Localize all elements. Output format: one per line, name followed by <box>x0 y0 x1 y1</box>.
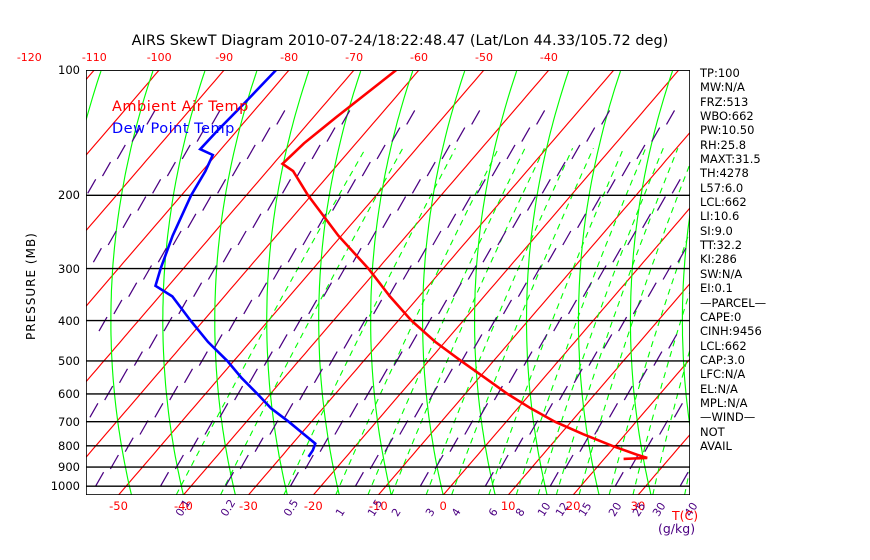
bottom-temp-tick: -50 <box>109 499 128 513</box>
parameter-row: EL:N/A <box>700 381 738 396</box>
parameter-row: TP:100 <box>700 66 740 80</box>
parameter-row: NOT <box>700 424 725 439</box>
pressure-tick: 700 <box>58 414 80 429</box>
dewpoint-curve <box>153 70 317 458</box>
legend-dewpoint-temp: Dew Point Temp <box>112 121 235 137</box>
parameter-row: TT:32.2 <box>700 238 743 253</box>
parameter-row: SW:N/A <box>700 266 743 281</box>
parameter-row: TH:4278 <box>700 166 749 181</box>
parameter-row: SI:9.0 <box>700 223 733 238</box>
skewt-plot-svg <box>86 70 690 495</box>
mixing-ratio-tick: 10 <box>535 500 554 519</box>
mixing-ratio-tick: 30 <box>649 500 669 519</box>
mixing-ratio-tick: 3 <box>423 506 438 519</box>
parameter-row: MW:N/A <box>700 80 745 95</box>
parameter-row: PW:10.50 <box>700 123 755 138</box>
parameter-row: MPL:N/A <box>700 395 748 410</box>
parameter-row: L57:6.0 <box>700 180 744 195</box>
wind-barb-marks <box>87 110 689 487</box>
pressure-tick: 100 <box>58 63 80 77</box>
legend-ambient-temp: Ambient Air Temp <box>112 99 249 115</box>
bottom-temp-tick: -10 <box>368 499 388 513</box>
bottom-temp-tick: -40 <box>173 499 193 513</box>
parameter-row: —WIND— <box>700 410 756 425</box>
pressure-tick: 600 <box>58 386 80 401</box>
top-temp-tick: -60 <box>410 51 428 64</box>
parameter-row: LFC:N/A <box>700 367 746 382</box>
parameter-row: WBO:662 <box>700 109 754 124</box>
temperature-unit-label: T(C) <box>672 508 699 523</box>
top-temp-tick: -120 <box>16 51 42 64</box>
bottom-temp-tick: 0 <box>439 499 447 513</box>
bottom-temp-tick: 20 <box>565 499 581 513</box>
parameter-row: CAPE:0 <box>700 309 742 324</box>
top-temp-tick: -100 <box>146 51 172 64</box>
parameter-row: MAXT:31.5 <box>700 152 761 167</box>
isobars <box>86 70 690 487</box>
pressure-tick: 400 <box>58 313 80 328</box>
pressure-tick: 900 <box>58 460 80 475</box>
top-temp-tick: -80 <box>280 51 299 64</box>
mixing-ratio-tick: 0.5 <box>280 497 302 519</box>
parameter-row: CINH:9456 <box>700 324 762 339</box>
top-temp-tick: -110 <box>81 51 107 64</box>
mixing-ratio-tick: 8 <box>513 506 528 519</box>
pressure-tick: 300 <box>58 261 80 276</box>
parameter-row: LI:10.6 <box>700 209 740 224</box>
parameter-row: LCL:662 <box>700 195 747 210</box>
plot-background <box>86 70 690 495</box>
top-temp-tick: -50 <box>475 51 493 64</box>
parameter-row: EI:0.1 <box>700 281 733 296</box>
mixing-ratio-unit-label: (g/kg) <box>658 521 696 536</box>
parameter-row: LCL:662 <box>700 338 747 353</box>
dry-adiabats <box>86 70 690 495</box>
mixing-ratio-tick: 2 <box>388 506 404 519</box>
ambient-temp-curve <box>280 70 648 461</box>
mixing-ratio-tick: 6 <box>485 506 501 519</box>
parameter-panel: TP:100 MW:N/A FRZ:513 WBO:662 PW:10.50 RH:25.… <box>700 66 800 453</box>
pressure-tick: 200 <box>58 188 80 203</box>
mixing-ratio-tick: 20 <box>606 500 625 519</box>
mixing-ratio-tick: 4 <box>448 506 464 519</box>
parameter-row: —PARCEL— <box>700 295 767 310</box>
page-title: AIRS SkewT Diagram 2010-07-24/18:22:48.4… <box>131 33 669 49</box>
pressure-tick: 500 <box>58 353 80 368</box>
parameter-row: AVAIL <box>700 438 732 453</box>
top-temp-tick: -90 <box>215 51 234 64</box>
bottom-temp-tick: 30 <box>630 499 646 513</box>
bottom-temp-tick: -20 <box>303 499 323 513</box>
bottom-temp-tick: 10 <box>500 499 516 513</box>
top-temp-tick: -70 <box>345 51 364 64</box>
pressure-tick: 1000 <box>50 479 80 494</box>
bottom-temp-tick: -30 <box>238 499 258 513</box>
mixing-ratio-tick: 1 <box>332 506 348 519</box>
pressure-tick: 800 <box>58 438 80 453</box>
mixing-ratio-tick: 0.2 <box>217 497 238 519</box>
parameter-row: RH:25.8 <box>700 137 747 152</box>
parameter-row: KI:286 <box>700 252 737 267</box>
parameter-row: CAP:3.0 <box>700 352 745 367</box>
plot-area: Ambient Air Temp Dew Point Temp <box>86 70 690 495</box>
parameter-row: FRZ:513 <box>700 94 749 109</box>
top-temp-tick: -40 <box>539 51 558 64</box>
